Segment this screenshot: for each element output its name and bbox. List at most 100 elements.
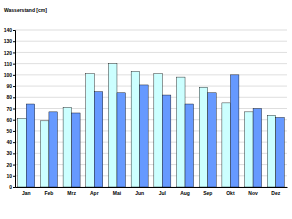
tick-mark xyxy=(13,86,15,87)
tick-label: Okt xyxy=(226,190,235,196)
grid-line xyxy=(15,97,287,98)
tick-mark xyxy=(13,131,15,132)
tick-label: Dez xyxy=(271,190,280,196)
y-axis: 0 10 20 30 40 50 60 70 80 90 100 110 120 130 140 xyxy=(4,27,16,190)
tick-label: 100 xyxy=(4,72,13,78)
tick: Mrz xyxy=(67,187,76,196)
bar xyxy=(162,95,171,187)
bar xyxy=(108,64,117,187)
bar xyxy=(117,93,126,187)
tick-mark xyxy=(13,75,15,76)
tick: Mai xyxy=(113,187,122,196)
grid-line xyxy=(15,30,287,31)
tick-mark xyxy=(13,153,15,154)
chart: 0 10 20 30 40 50 60 70 80 90 100 110 120 130 140 Jan Feb… xyxy=(0,0,292,219)
tick: 80 xyxy=(6,94,15,100)
tick-label: 60 xyxy=(6,117,12,123)
tick: 30 xyxy=(6,150,15,156)
tick-mark xyxy=(13,52,15,53)
tick-label: 50 xyxy=(6,128,12,134)
tick: Jul xyxy=(159,187,167,196)
tick-label: 90 xyxy=(6,83,12,89)
grid-line xyxy=(15,52,287,53)
axis-line xyxy=(13,31,16,188)
tick: Jan xyxy=(22,187,31,196)
plot: 0 10 20 30 40 50 60 70 80 90 100 110 120 130 140 Jan Feb… xyxy=(4,27,288,195)
tick-mark xyxy=(13,30,15,31)
tick-label: Nov xyxy=(248,190,258,196)
tick-label: Jul xyxy=(159,190,167,196)
tick-mark xyxy=(13,187,15,188)
bar xyxy=(154,74,163,187)
series xyxy=(26,75,284,187)
bar xyxy=(267,115,276,187)
tick-label: Aug xyxy=(180,190,190,196)
bar xyxy=(177,77,186,187)
tick: Jun xyxy=(135,187,144,196)
tick-label: Jun xyxy=(135,190,144,196)
tick: 140 xyxy=(4,27,15,33)
bar xyxy=(63,107,72,187)
bar xyxy=(230,75,239,187)
bar xyxy=(72,113,81,187)
tick-label: 130 xyxy=(4,38,13,44)
tick-label: 110 xyxy=(4,61,12,67)
tick: 20 xyxy=(6,162,15,168)
tick-label: Feb xyxy=(44,190,53,196)
tick-label: 140 xyxy=(4,27,13,33)
bar xyxy=(222,103,231,187)
grid-line xyxy=(15,63,287,64)
tick: 40 xyxy=(6,139,15,145)
tick: Dez xyxy=(271,187,280,196)
bar xyxy=(86,74,95,187)
tick: 50 xyxy=(6,128,15,134)
bar xyxy=(131,71,140,187)
tick: 70 xyxy=(6,106,15,112)
tick: Sep xyxy=(203,187,212,196)
tick: Nov xyxy=(248,187,258,196)
tick: 0 xyxy=(9,184,15,190)
tick-label: 20 xyxy=(6,162,12,168)
tick-label: 0 xyxy=(9,184,12,190)
tick-mark xyxy=(13,97,15,98)
grid-line xyxy=(15,74,287,75)
tick: 60 xyxy=(6,117,15,123)
tick-label: Apr xyxy=(90,190,99,196)
bar xyxy=(140,85,149,187)
tick-label: 30 xyxy=(6,150,12,156)
tick-label: 70 xyxy=(6,106,12,112)
tick: 110 xyxy=(4,61,15,67)
tick-mark xyxy=(13,64,15,65)
bar xyxy=(199,87,208,187)
tick-label: 80 xyxy=(6,94,12,100)
y-axis-title: Wasserstand [cm] xyxy=(4,7,47,13)
series xyxy=(18,64,276,187)
bar xyxy=(18,119,27,187)
grid-line xyxy=(15,41,287,42)
bar xyxy=(40,121,49,187)
bars xyxy=(18,64,285,187)
tick-label: Mrz xyxy=(67,190,76,196)
tick: Aug xyxy=(180,187,190,196)
tick-mark xyxy=(13,165,15,166)
bar xyxy=(245,112,254,187)
tick-mark xyxy=(13,120,15,121)
tick: 10 xyxy=(6,173,15,179)
tick: 120 xyxy=(4,50,15,56)
grid xyxy=(15,30,287,187)
tick: Apr xyxy=(90,187,99,196)
tick-mark xyxy=(13,41,15,42)
axis-line xyxy=(16,187,288,188)
bar xyxy=(185,104,194,187)
bar xyxy=(94,92,103,187)
tick-mark xyxy=(13,176,15,177)
bar xyxy=(208,93,217,187)
tick: Feb xyxy=(44,187,53,196)
bar xyxy=(49,112,58,187)
bar xyxy=(253,109,262,188)
tick-label: Sep xyxy=(203,190,212,196)
tick-label: 10 xyxy=(6,173,12,179)
grid-line xyxy=(15,86,287,87)
tick-label: 120 xyxy=(4,50,13,56)
bar xyxy=(276,117,285,187)
